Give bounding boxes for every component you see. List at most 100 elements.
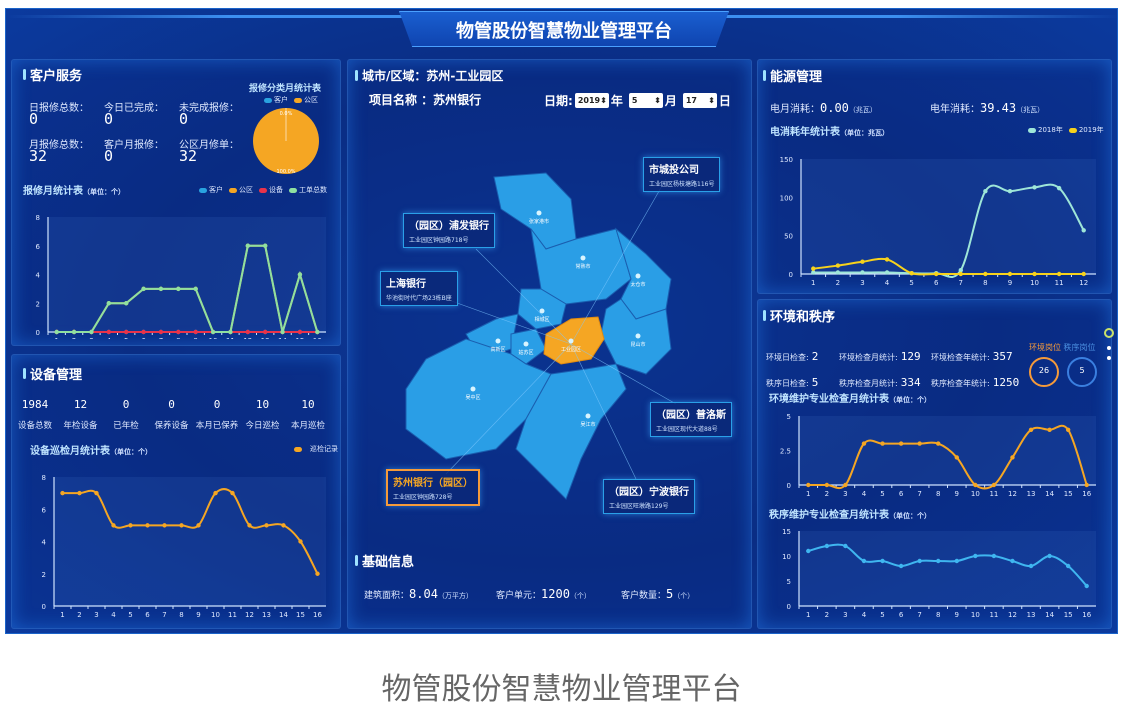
data-point[interactable]	[934, 271, 939, 277]
data-point[interactable]	[123, 329, 129, 335]
data-point[interactable]	[1065, 563, 1071, 569]
legend-public[interactable]: 公区	[294, 95, 318, 105]
data-point[interactable]	[230, 490, 235, 496]
tab-order-post[interactable]: 秩序岗位	[1063, 343, 1096, 352]
data-point[interactable]	[245, 243, 251, 248]
data-point[interactable]	[145, 523, 150, 528]
data-point[interactable]	[1056, 185, 1062, 191]
data-point[interactable]	[298, 539, 303, 544]
data-point[interactable]	[1047, 553, 1052, 559]
data-point[interactable]	[806, 548, 811, 554]
data-point[interactable]	[860, 270, 865, 275]
data-point[interactable]	[880, 558, 885, 564]
data-point[interactable]	[179, 523, 184, 528]
district-marker[interactable]	[580, 255, 586, 261]
data-point[interactable]	[843, 482, 848, 488]
data-point[interactable]	[936, 558, 941, 564]
data-point[interactable]	[1047, 427, 1052, 432]
map-callout[interactable]: （园区）普洛斯 工业园区现代大道88号	[650, 402, 732, 437]
year-select[interactable]: 2019	[574, 93, 609, 108]
data-point[interactable]	[954, 455, 959, 460]
map-callout[interactable]: 上海银行 华池街时代广场23栋B座	[380, 271, 458, 306]
data-point[interactable]	[106, 301, 112, 306]
data-point[interactable]	[71, 329, 77, 335]
legend-customer[interactable]: 客户	[264, 95, 288, 105]
data-point[interactable]	[991, 553, 997, 559]
data-point[interactable]	[973, 553, 978, 559]
data-point[interactable]	[60, 490, 65, 496]
data-point[interactable]	[262, 243, 268, 248]
data-point[interactable]	[884, 257, 890, 262]
data-point[interactable]	[917, 558, 922, 564]
data-point[interactable]	[1007, 271, 1013, 277]
data-point[interactable]	[1032, 185, 1037, 190]
data-point[interactable]	[54, 329, 59, 335]
district-marker[interactable]	[585, 413, 591, 419]
data-point[interactable]	[884, 270, 890, 275]
data-point[interactable]	[264, 523, 269, 528]
carousel-dot-active[interactable]	[1104, 328, 1114, 338]
legend-item[interactable]: 工单总数	[289, 185, 327, 195]
day-select[interactable]: 17	[682, 93, 717, 108]
district-marker[interactable]	[568, 338, 574, 344]
data-point[interactable]	[1081, 271, 1086, 277]
data-point[interactable]	[843, 543, 848, 549]
data-point[interactable]	[247, 523, 252, 528]
data-point[interactable]	[1028, 427, 1034, 432]
data-point[interactable]	[128, 523, 133, 528]
data-point[interactable]	[861, 558, 867, 564]
legend-item[interactable]: 公区	[229, 185, 253, 195]
data-point[interactable]	[898, 563, 904, 569]
data-point[interactable]	[89, 329, 94, 335]
device-chart-legend[interactable]: 巡检记录	[294, 444, 338, 454]
map-callout[interactable]: （园区）宁波银行 工业园区旺墩路129号	[603, 479, 695, 514]
data-point[interactable]	[824, 482, 830, 488]
data-point[interactable]	[281, 523, 286, 528]
data-point[interactable]	[983, 189, 988, 194]
data-point[interactable]	[176, 329, 181, 335]
district-marker[interactable]	[635, 333, 641, 339]
district-marker[interactable]	[470, 386, 476, 392]
district-marker[interactable]	[495, 338, 501, 344]
data-point[interactable]	[228, 329, 233, 335]
data-point[interactable]	[193, 329, 198, 335]
map-callout[interactable]: （园区）浦发银行 工业园区钟园路718号	[403, 213, 495, 248]
district-marker[interactable]	[539, 308, 545, 314]
district-industrial-park[interactable]	[543, 316, 605, 365]
data-point[interactable]	[835, 263, 841, 268]
district-marker[interactable]	[635, 273, 641, 279]
data-point[interactable]	[297, 329, 303, 335]
legend-2018[interactable]: 2018年	[1028, 125, 1063, 135]
data-point[interactable]	[315, 329, 320, 335]
data-point[interactable]	[1084, 482, 1089, 488]
data-point[interactable]	[158, 329, 164, 335]
data-point[interactable]	[909, 271, 914, 276]
district-marker[interactable]	[523, 341, 529, 347]
legend-2019[interactable]: 2019年	[1068, 125, 1104, 135]
map-callout[interactable]: 市城投公司 工业园区杨枝塘路116号	[643, 157, 721, 192]
map-callout[interactable]: 苏州银行（园区） 工业园区钟园路728号	[386, 469, 480, 506]
data-point[interactable]	[1065, 427, 1071, 432]
data-point[interactable]	[141, 329, 146, 335]
data-point[interactable]	[162, 523, 167, 528]
data-point[interactable]	[860, 259, 865, 264]
data-point[interactable]	[141, 286, 146, 292]
data-point[interactable]	[1081, 228, 1086, 233]
data-point[interactable]	[983, 271, 988, 277]
data-point[interactable]	[991, 482, 997, 488]
data-point[interactable]	[196, 523, 201, 528]
data-point[interactable]	[315, 571, 320, 576]
data-point[interactable]	[1007, 189, 1013, 194]
data-point[interactable]	[158, 286, 164, 292]
data-point[interactable]	[806, 482, 811, 488]
data-point[interactable]	[880, 441, 885, 446]
data-point[interactable]	[210, 329, 216, 335]
district-marker[interactable]	[536, 210, 542, 216]
data-point[interactable]	[1084, 583, 1089, 589]
tab-env-post[interactable]: 环境岗位	[1029, 343, 1061, 352]
data-point[interactable]	[811, 266, 816, 271]
carousel-dot[interactable]	[1107, 346, 1111, 350]
data-point[interactable]	[824, 543, 830, 549]
data-point[interactable]	[1028, 563, 1034, 569]
data-point[interactable]	[123, 301, 129, 306]
